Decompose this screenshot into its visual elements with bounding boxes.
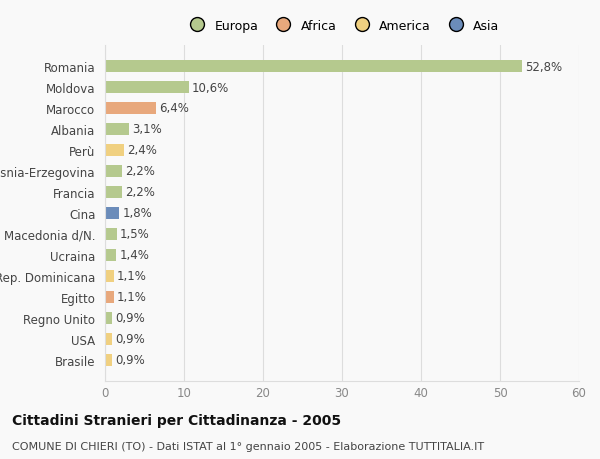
Bar bbox=[105, 187, 122, 198]
Bar bbox=[105, 61, 522, 73]
Bar bbox=[105, 103, 155, 114]
Text: COMUNE DI CHIERI (TO) - Dati ISTAT al 1° gennaio 2005 - Elaborazione TUTTITALIA.: COMUNE DI CHIERI (TO) - Dati ISTAT al 1°… bbox=[12, 441, 484, 451]
Bar bbox=[105, 313, 112, 324]
Text: 2,4%: 2,4% bbox=[127, 144, 157, 157]
Bar bbox=[105, 145, 124, 157]
Text: Cittadini Stranieri per Cittadinanza - 2005: Cittadini Stranieri per Cittadinanza - 2… bbox=[12, 413, 341, 427]
Bar bbox=[105, 354, 112, 366]
Text: 1,4%: 1,4% bbox=[119, 249, 149, 262]
Text: 1,5%: 1,5% bbox=[120, 228, 150, 241]
Bar bbox=[105, 229, 117, 240]
Bar bbox=[105, 124, 130, 135]
Text: 2,2%: 2,2% bbox=[125, 186, 155, 199]
Bar bbox=[105, 82, 189, 94]
Bar bbox=[105, 333, 112, 345]
Bar bbox=[105, 250, 116, 261]
Text: 52,8%: 52,8% bbox=[525, 61, 562, 73]
Text: 1,1%: 1,1% bbox=[117, 270, 147, 283]
Legend: Europa, Africa, America, Asia: Europa, Africa, America, Asia bbox=[181, 16, 503, 36]
Bar bbox=[105, 270, 113, 282]
Text: 0,9%: 0,9% bbox=[115, 353, 145, 366]
Bar bbox=[105, 166, 122, 177]
Text: 3,1%: 3,1% bbox=[133, 123, 163, 136]
Bar bbox=[105, 207, 119, 219]
Text: 0,9%: 0,9% bbox=[115, 312, 145, 325]
Text: 2,2%: 2,2% bbox=[125, 165, 155, 178]
Text: 1,8%: 1,8% bbox=[122, 207, 152, 220]
Text: 1,1%: 1,1% bbox=[117, 291, 147, 304]
Text: 0,9%: 0,9% bbox=[115, 333, 145, 346]
Text: 10,6%: 10,6% bbox=[192, 81, 229, 94]
Text: 6,4%: 6,4% bbox=[159, 102, 188, 115]
Bar bbox=[105, 291, 113, 303]
